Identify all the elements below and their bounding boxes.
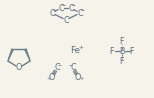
Text: −: −: [80, 8, 85, 13]
Text: F: F: [120, 57, 124, 65]
Text: −: −: [68, 63, 73, 68]
Text: F: F: [120, 36, 124, 45]
Text: C: C: [49, 9, 55, 18]
Text: C: C: [54, 64, 60, 73]
Text: C: C: [70, 64, 76, 73]
Text: O: O: [75, 73, 81, 82]
Text: +: +: [78, 44, 84, 49]
Text: O: O: [49, 73, 55, 82]
Text: −: −: [53, 8, 57, 13]
Text: +: +: [79, 75, 84, 80]
Text: C: C: [63, 15, 69, 24]
Text: F: F: [110, 46, 114, 55]
Text: +: +: [47, 75, 51, 80]
Text: F: F: [130, 46, 134, 55]
Text: C: C: [77, 9, 83, 18]
Text: −: −: [61, 3, 66, 8]
Text: C: C: [68, 4, 74, 13]
Text: C: C: [58, 4, 64, 13]
Text: O: O: [16, 63, 22, 72]
Text: −: −: [57, 63, 62, 68]
Text: −: −: [71, 3, 76, 8]
Text: B: B: [119, 46, 125, 55]
Text: Fe: Fe: [70, 45, 80, 54]
